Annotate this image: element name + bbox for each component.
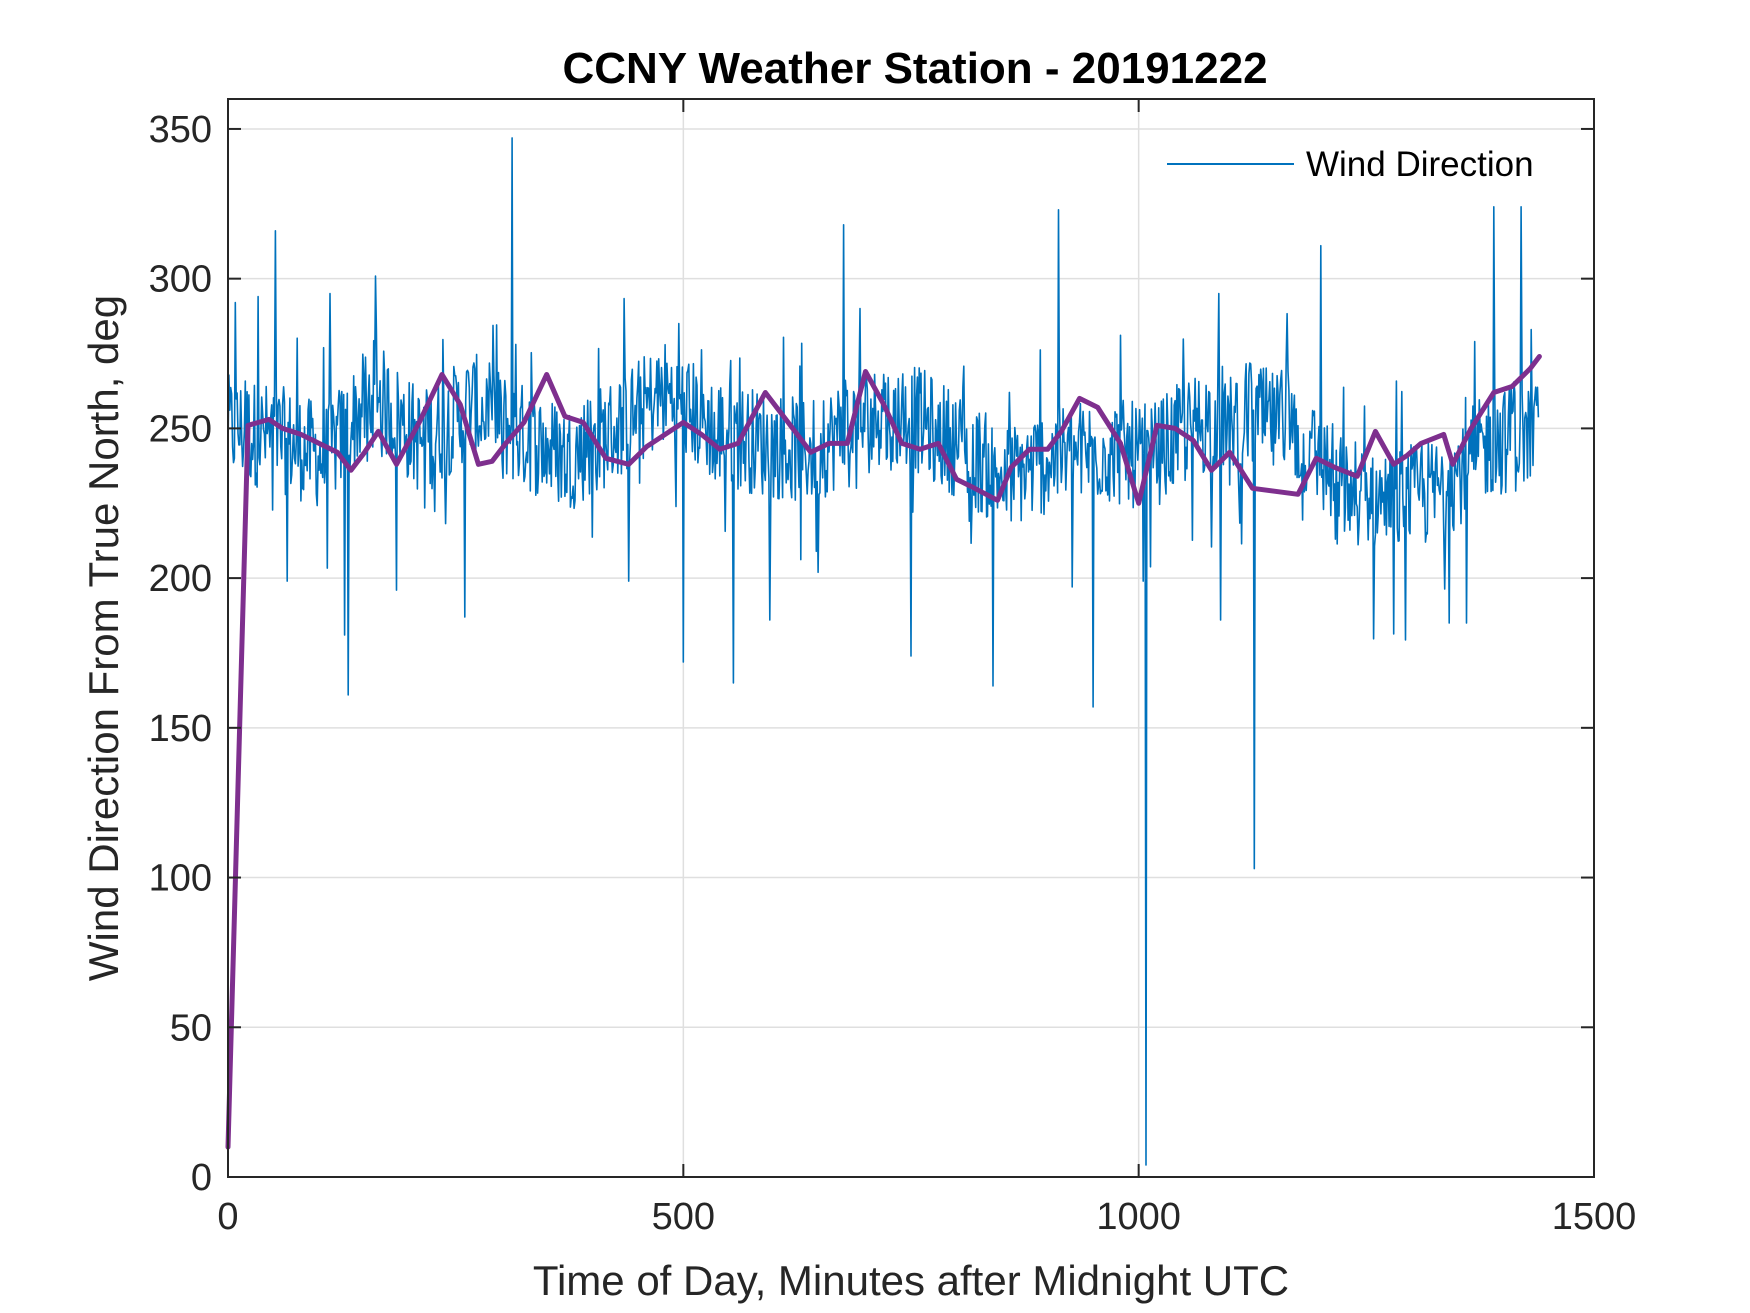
y-tick-label: 100: [149, 858, 212, 900]
x-axis-label: Time of Day, Minutes after Midnight UTC: [533, 1257, 1289, 1304]
x-tick-label: 1000: [1096, 1196, 1181, 1238]
wind-direction-line: [227, 137, 1540, 1166]
y-tick-labels: 0 50 100 150 200 250 300 350: [149, 109, 212, 1199]
x-tick-label: 0: [217, 1196, 238, 1238]
chart-title: CCNY Weather Station - 20191222: [562, 44, 1267, 93]
x-tick-label: 500: [652, 1196, 715, 1238]
x-tick-labels: 0 500 1000 1500: [217, 1196, 1636, 1238]
tick-marks: [227, 99, 1595, 1178]
y-tick-label: 300: [149, 259, 212, 301]
y-tick-label: 250: [149, 408, 212, 450]
moving-average-line: [225, 354, 1542, 1150]
y-tick-label: 0: [191, 1157, 212, 1199]
axes-box: [227, 98, 1595, 1178]
legend-label-wind-direction: Wind Direction: [1306, 145, 1534, 184]
wind-direction-series: [227, 137, 1540, 1166]
legend: Wind Direction: [1150, 130, 1570, 200]
y-tick-label: 50: [170, 1007, 212, 1049]
y-tick-label: 200: [149, 558, 212, 600]
moving-average-series: [225, 354, 1542, 1150]
y-tick-label: 350: [149, 109, 212, 151]
y-axis-label: Wind Direction From True North, deg: [80, 295, 127, 981]
x-tick-label: 1500: [1552, 1196, 1637, 1238]
y-tick-label: 150: [149, 708, 212, 750]
